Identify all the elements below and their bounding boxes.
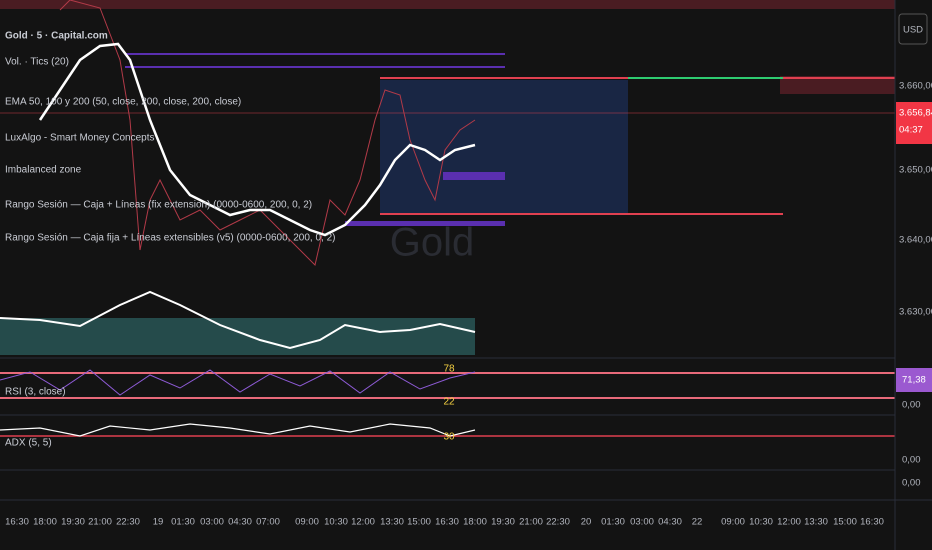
time-tick: 12:00: [351, 517, 375, 528]
price-tick: 3.650,00: [899, 165, 932, 176]
countdown: 04:37: [899, 125, 923, 136]
time-tick: 19:30: [61, 517, 85, 528]
time-tick: 19:30: [491, 517, 515, 528]
time-tick: 10:30: [324, 517, 348, 528]
indicator: EMA 50, 100 y 200 (50, close, 200, close…: [5, 97, 241, 108]
time-tick: 13:30: [804, 517, 828, 528]
indicator: LuxAlgo - Smart Money Concepts: [5, 133, 155, 144]
time-tick: 22: [692, 517, 703, 528]
zone: [780, 76, 895, 94]
time-tick: 09:00: [295, 517, 319, 528]
indicator: Rango Sesión — Caja fija + Líneas extens…: [5, 233, 335, 244]
symbol: Gold · 5 · Capital.com: [5, 31, 108, 42]
top-zone: [0, 0, 895, 9]
time-tick: 01:30: [171, 517, 195, 528]
rsi-zero: 0,00: [902, 400, 921, 411]
time-tick: 15:00: [407, 517, 431, 528]
time-tick: 04:30: [658, 517, 682, 528]
time-tick: 16:30: [860, 517, 884, 528]
time-tick: 10:30: [749, 517, 773, 528]
currency[interactable]: USD: [903, 25, 923, 36]
currency-button[interactable]: [898, 13, 928, 45]
watermark: Gold: [390, 221, 475, 265]
time-tick: 19: [153, 517, 164, 528]
ema: [38, 42, 476, 237]
imbalance: [443, 172, 505, 180]
time-tick: 18:00: [33, 517, 57, 528]
rsi: [0, 369, 476, 396]
price-tick: 3.660,00: [899, 81, 932, 92]
imbalance: [345, 221, 505, 226]
indicator: Imbalanced zone: [5, 165, 82, 176]
extra-zero: 0,00: [902, 478, 921, 489]
current-price: 3.656,84: [899, 108, 932, 119]
time-tick: 18:00: [463, 517, 487, 528]
session-box: [380, 80, 628, 214]
time-tick: 16:30: [5, 517, 29, 528]
adx: [0, 423, 476, 437]
indicator: Vol. · Tics (20): [5, 57, 69, 68]
current-price-box: [896, 102, 932, 144]
time-tick: 03:00: [630, 517, 654, 528]
indicator: Rango Sesión — Caja + Líneas (fix extens…: [5, 200, 312, 211]
adx-level-label: 30: [443, 432, 455, 443]
time-tick: 09:00: [721, 517, 745, 528]
price-tick: 3.640,00: [899, 235, 932, 246]
time-tick: 22:30: [546, 517, 570, 528]
time-tick: 01:30: [601, 517, 625, 528]
time-tick: 13:30: [380, 517, 404, 528]
time-tick: 21:00: [88, 517, 112, 528]
rsi-value: 71,38: [902, 375, 926, 386]
time-tick: 15:00: [833, 517, 857, 528]
volume-ma: [0, 290, 476, 350]
time-tick: 21:00: [519, 517, 543, 528]
time-tick: 20: [581, 517, 592, 528]
rsi-value-box: [896, 368, 932, 392]
time-tick: 22:30: [116, 517, 140, 528]
time-tick: 03:00: [200, 517, 224, 528]
adx-zero: 0,00: [902, 455, 921, 466]
rsi-lower-label: 22: [443, 397, 455, 408]
rsi-upper-label: 78: [443, 364, 455, 375]
volume: [0, 318, 475, 355]
time-tick: 16:30: [435, 517, 459, 528]
price-tick: 3.630,00: [899, 307, 932, 318]
adx-label: ADX (5, 5): [5, 438, 52, 449]
price: [59, 0, 476, 266]
time-tick: 12:00: [777, 517, 801, 528]
rsi-label: RSI (3, close): [5, 387, 66, 398]
time-tick: 04:30: [228, 517, 252, 528]
time-tick: 07:00: [256, 517, 280, 528]
